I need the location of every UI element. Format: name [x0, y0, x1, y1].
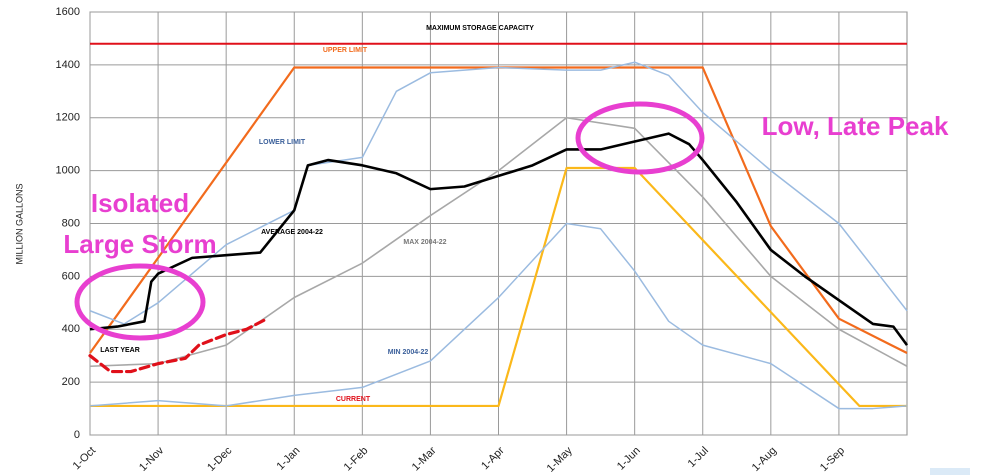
corner-decoration [930, 468, 970, 475]
x-tick-label: 1-Jun [615, 445, 643, 473]
series-label: LOWER LIMIT [259, 139, 306, 146]
series-line [88, 317, 269, 374]
y-tick-label: 1200 [56, 112, 80, 124]
series-line [89, 132, 909, 346]
y-tick-label: 0 [74, 429, 80, 441]
series-label: AVERAGE 2004-22 [261, 229, 323, 236]
series-label: CURRENT [336, 396, 371, 403]
y-axis-title: MILLION GALLONS [14, 183, 24, 264]
y-tick-label: 400 [62, 323, 80, 335]
series-line [89, 222, 908, 410]
series-label: MIN 2004-22 [388, 349, 429, 356]
series-label: LAST YEAR [100, 347, 140, 354]
x-tick-label: 1-Apr [479, 444, 507, 472]
annotation: Large Storm [63, 229, 216, 259]
series-line [89, 66, 908, 355]
series-line [89, 116, 908, 368]
x-tick-label: 1-Dec [205, 444, 235, 474]
plot-area: 0 200 400 600 800 1000 1200 1400 1600 1-Oct 1-Nov 1… [56, 6, 909, 475]
y-tick-label: 1400 [56, 59, 80, 71]
series-label: UPPER LIMIT [323, 47, 368, 54]
x-tick-label: 1-Sep [818, 445, 847, 474]
x-tick-label: 1-Mar [410, 444, 439, 473]
y-tick-label: 600 [62, 270, 80, 282]
x-tick-label: 1-Oct [71, 445, 99, 473]
x-tick-label: 1-Feb [342, 445, 371, 474]
highlight-ellipse [74, 263, 206, 341]
series-label: MAXIMUM STORAGE CAPACITY [426, 25, 534, 32]
y-tick-label: 1000 [56, 165, 80, 177]
highlight-ellipse [575, 101, 705, 175]
x-tick-label: 1-Jan [274, 445, 302, 473]
series-line [89, 61, 908, 325]
annotation: Isolated [91, 188, 189, 218]
x-tick-label: 1-Aug [750, 445, 779, 474]
series-label: MAX 2004-22 [403, 239, 446, 246]
annotation: Low, Late Peak [762, 111, 949, 141]
x-tick-label: 1-Jul [686, 445, 711, 470]
x-tick-label: 1-May [545, 444, 575, 474]
y-tick-label: 200 [62, 376, 80, 388]
y-tick-label: 1600 [56, 6, 80, 18]
x-tick-label: 1-Nov [137, 444, 167, 474]
y-tick-label: 800 [62, 217, 80, 229]
series-line [90, 166, 907, 408]
